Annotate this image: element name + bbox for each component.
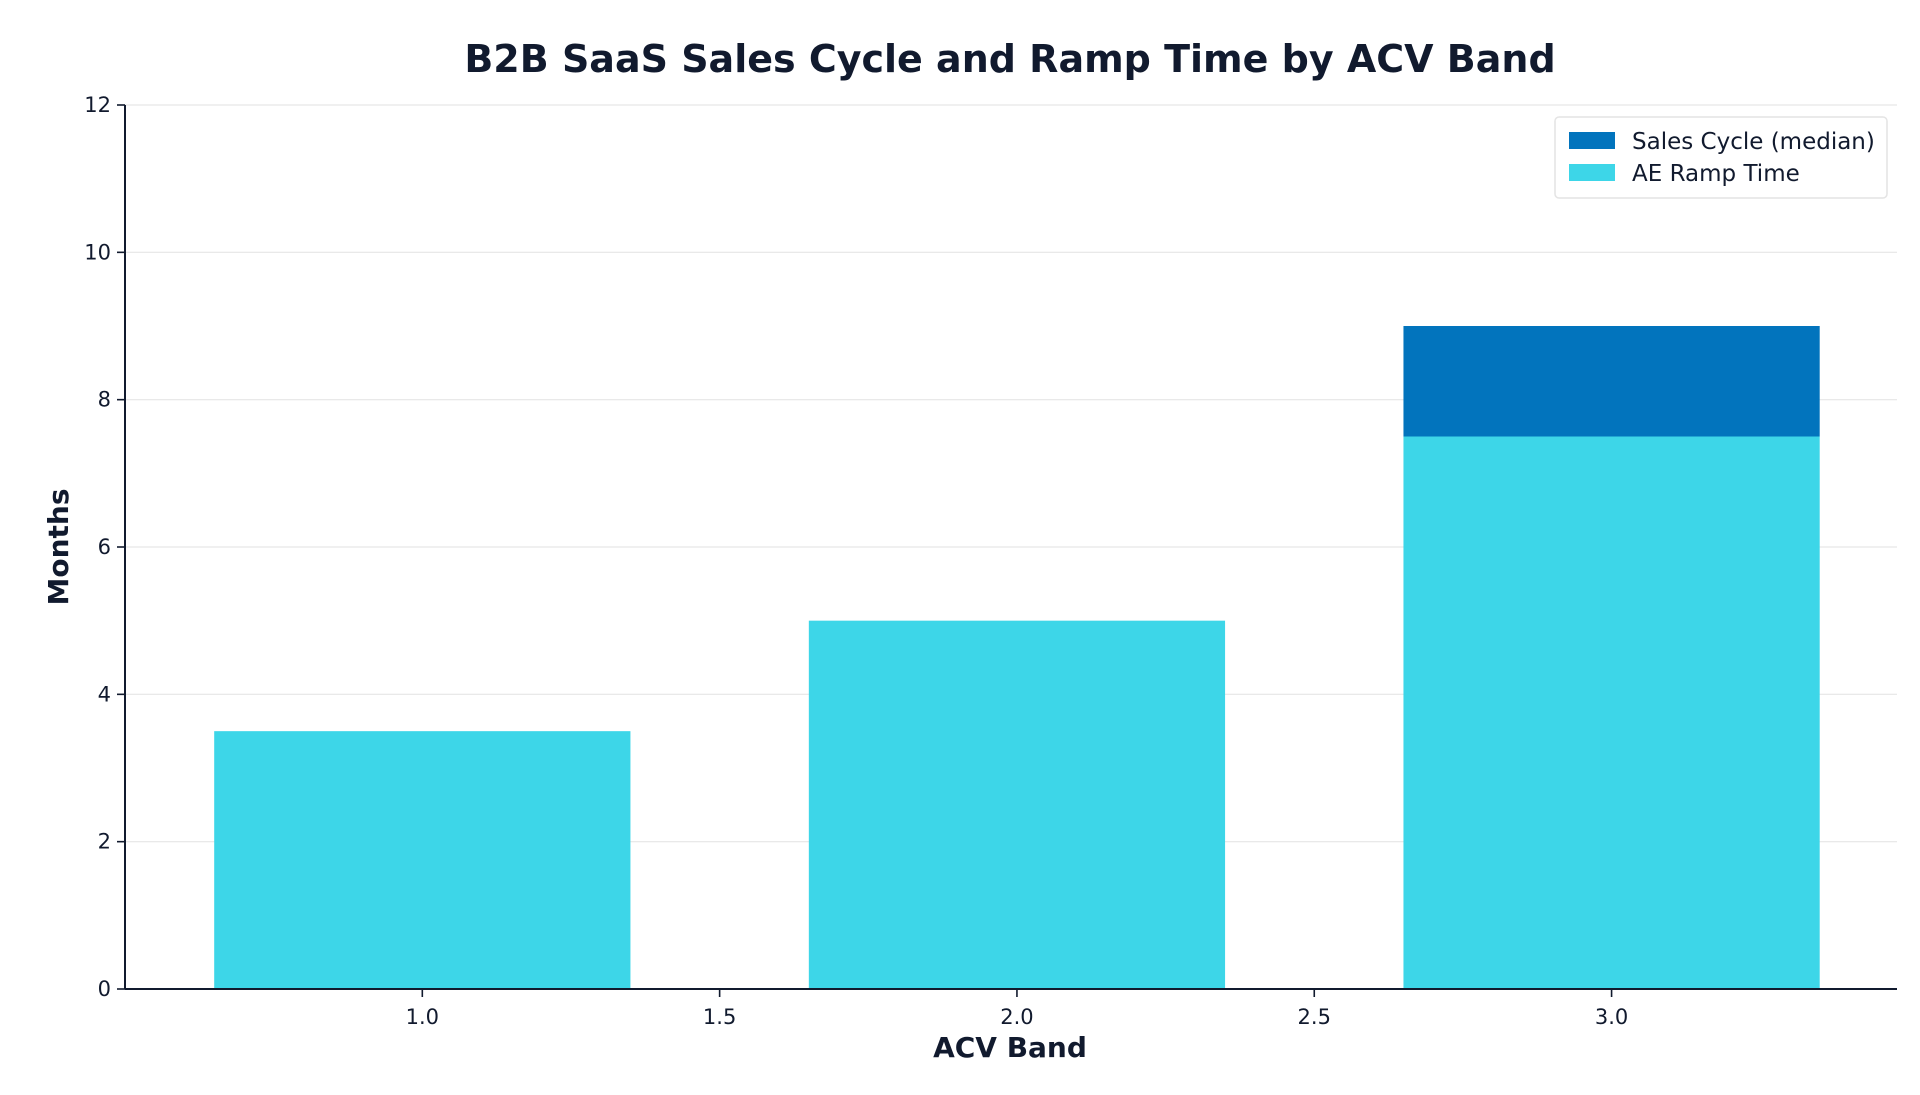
y-tick-label: 6 [98,535,111,559]
bar-sales-cycle-median [1403,326,1820,437]
x-axis-label: ACV Band [933,1031,1087,1064]
y-tick-label: 4 [98,682,111,706]
y-tick-label: 12 [84,93,111,117]
bar-ae-ramp-time [1403,436,1820,989]
y-axis-label: Months [42,488,75,605]
bar-ae-ramp-time [808,620,1226,989]
x-tick-label: 1.0 [406,1005,439,1029]
x-tick-label: 3.0 [1595,1005,1628,1029]
legend-swatch-sales-cycle [1569,132,1615,149]
x-tick-label: 2.5 [1298,1005,1331,1029]
y-ticks: 0 2 4 6 8 10 12 [84,93,125,1001]
bar-ae-ramp-time [214,731,631,989]
y-tick-label: 2 [98,830,111,854]
legend-label-ramp-time: AE Ramp Time [1632,161,1800,187]
legend-label-sales-cycle: Sales Cycle (median) [1632,129,1875,155]
chart-title: B2B SaaS Sales Cycle and Ramp Time by AC… [464,37,1555,81]
x-ticks: 1.0 1.5 2.0 2.5 3.0 [406,989,1628,1029]
legend-swatch-ramp-time [1569,164,1615,181]
y-tick-label: 0 [98,977,111,1001]
x-tick-label: 2.0 [1000,1005,1033,1029]
x-tick-label: 1.5 [703,1005,736,1029]
bars [214,326,1820,989]
y-tick-label: 8 [98,388,111,412]
y-tick-label: 10 [84,240,111,264]
legend-box [1554,116,1888,199]
legend: Sales Cycle (median) AE Ramp Time [1554,116,1888,199]
